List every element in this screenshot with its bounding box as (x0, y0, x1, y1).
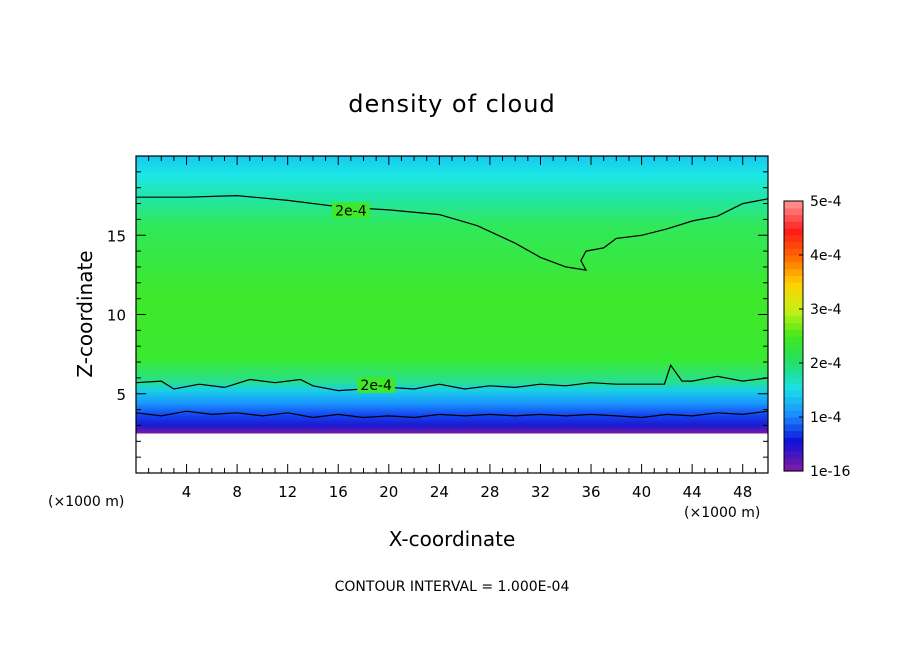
contour-label-bg (331, 202, 370, 219)
colorbar-swatch (784, 396, 803, 405)
colorbar-swatch (784, 288, 803, 297)
colorbar-swatch (784, 221, 803, 229)
x-tick-label: 16 (329, 483, 348, 501)
x-tick-label: 8 (232, 483, 242, 501)
colorbar-swatch (784, 403, 803, 411)
x-tick-label: 44 (683, 483, 702, 501)
x-axis-label: X-coordinate (389, 527, 516, 551)
y-tick-label: 5 (116, 386, 126, 404)
contour-label: 2e-4 (360, 378, 392, 394)
colorbar-swatch (784, 315, 803, 324)
colorbar-swatch (784, 329, 803, 337)
colorbar-swatch (784, 248, 803, 256)
x-units-label-right: (×1000 m) (684, 505, 760, 521)
colorbar-swatch (784, 450, 803, 459)
colorbar-swatch (784, 430, 803, 438)
x-axis-ticks: 4 8 12 16 20 24 28 32 36 40 44 48 (148, 156, 756, 501)
colorbar-swatch (784, 295, 803, 303)
colorbar-swatch (784, 356, 803, 364)
colorbar-swatch (784, 417, 803, 425)
colorbar-swatch (784, 207, 803, 216)
colorbar-swatch (784, 336, 803, 344)
x-tick-label: 32 (531, 483, 550, 501)
chart-title: density of cloud (348, 90, 555, 118)
colorbar-swatch (784, 201, 803, 209)
colorbar-swatch (784, 349, 803, 357)
contour-label: 2e-4 (335, 203, 367, 219)
contour-line (136, 410, 768, 419)
contour-line (136, 194, 768, 271)
x-units-label-left: (×1000 m) (48, 494, 124, 510)
colorbar-swatch (784, 342, 803, 351)
contour-interval-note: CONTOUR INTERVAL = 1.000E-04 (335, 579, 570, 595)
x-tick-label: 20 (379, 483, 398, 501)
colorbar-swatch (784, 234, 803, 243)
x-tick-label: 4 (182, 483, 192, 501)
y-tick-label: 15 (107, 227, 126, 245)
colorbar-swatch (784, 444, 803, 452)
x-tick-label: 24 (430, 483, 449, 501)
contour-label-bg (357, 376, 396, 393)
dry-plume-region (426, 156, 629, 271)
y-tick-label: 10 (107, 307, 126, 325)
colorbar-swatch (784, 302, 803, 310)
y-axis-ticks: 5 10 15 (107, 171, 768, 458)
colorbar-swatch (784, 214, 803, 222)
colorbar-tick-label: 1e-4 (810, 410, 842, 426)
x-tick-label: 40 (632, 483, 651, 501)
contour-lines: 2e-4 2e-4 (136, 194, 768, 419)
colorbar-swatch (784, 255, 803, 263)
x-tick-label: 48 (733, 483, 752, 501)
colorbar-frame (783, 200, 804, 472)
colorbar-tick-label: 2e-4 (810, 356, 842, 372)
x-tick-label: 36 (581, 483, 600, 501)
colorbar-tick-label: 3e-4 (810, 302, 842, 318)
colorbar-swatch (784, 383, 803, 391)
x-tick-label: 28 (480, 483, 499, 501)
colorbar-swatch (784, 437, 803, 445)
colorbar-swatch (784, 228, 803, 236)
colorbar-swatch (784, 390, 803, 398)
colorbar-swatch (784, 282, 803, 290)
x-tick-label: 12 (278, 483, 297, 501)
colorbar-tick-label: 4e-4 (810, 248, 842, 264)
colorbar-swatch (784, 410, 803, 418)
colorbar-swatch (784, 275, 803, 283)
contour-line (136, 363, 768, 392)
colorbar-swatch (784, 423, 803, 432)
colorbar: 5e-4 4e-4 3e-4 2e-4 1e-4 1e-16 (783, 194, 850, 480)
y-axis-label: Z-coordinate (73, 250, 97, 377)
colorbar-swatch (784, 261, 803, 270)
colorbar-swatch (784, 363, 803, 371)
colorbar-tick-label: 5e-4 (810, 194, 842, 210)
colorbar-tick-label: 1e-16 (810, 464, 850, 480)
colorbar-swatch (784, 268, 803, 276)
colorbar-swatch (784, 322, 803, 330)
colorbar-swatch (784, 457, 803, 465)
colorbar-swatch (784, 369, 803, 378)
colorbar-swatch (784, 241, 803, 249)
colorbar-swatch (784, 309, 803, 317)
colorbar-swatch (784, 464, 803, 472)
colorbar-swatch (784, 376, 803, 384)
